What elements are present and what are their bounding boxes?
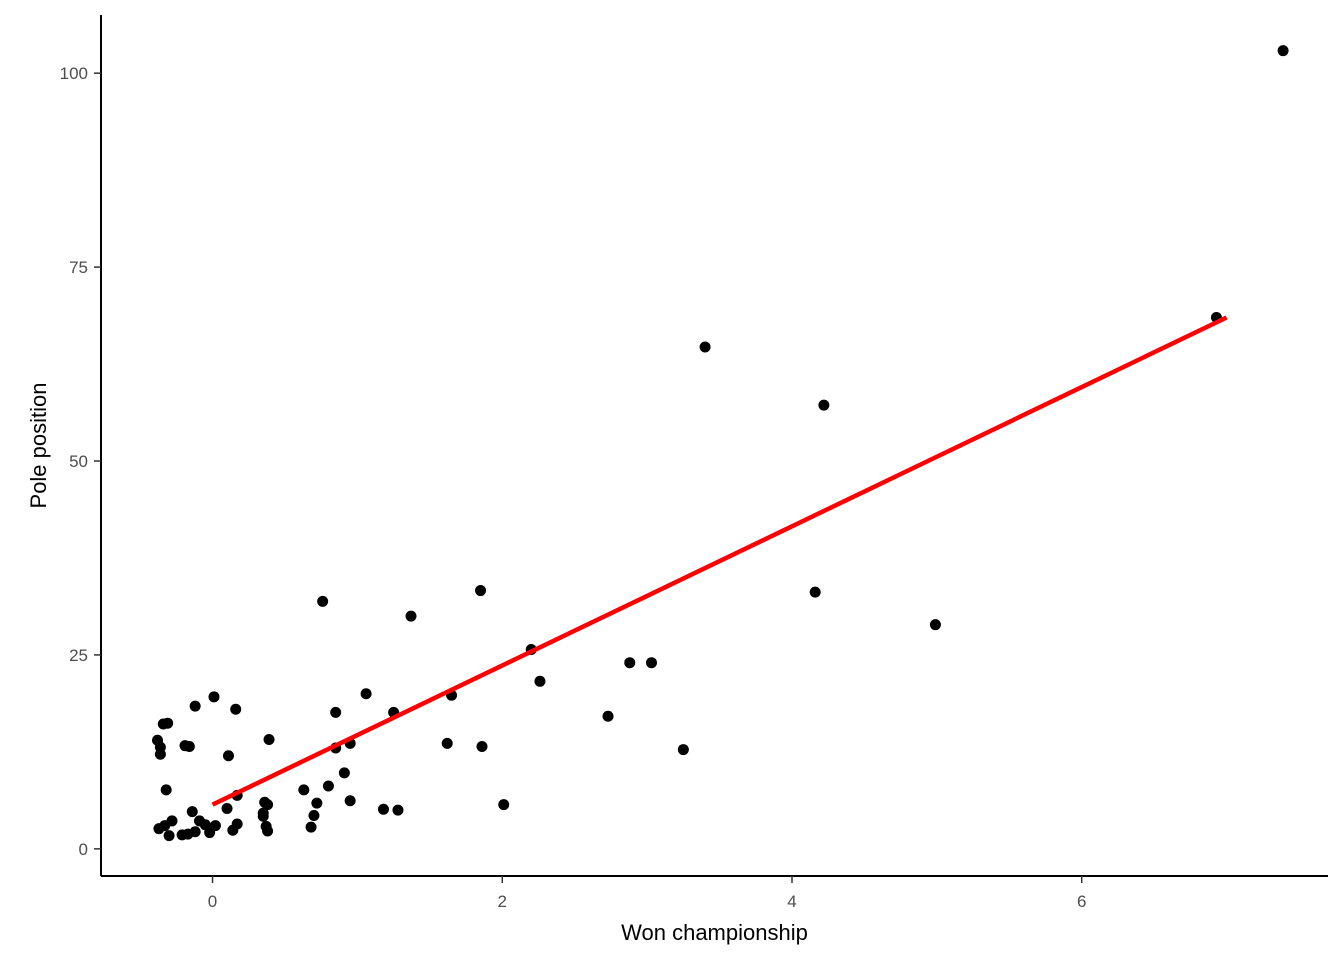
data-point [929,619,941,631]
data-point [262,825,274,837]
data-point [311,797,323,809]
y-tick-label: 75 [69,258,88,277]
chart-marks [151,45,1289,842]
data-point [221,803,233,815]
y-axis-title: Pole position [26,383,51,509]
data-point [183,740,195,752]
data-point [344,795,356,807]
data-point [338,767,350,779]
data-point [475,585,487,597]
data-point [441,737,453,749]
data-point [222,750,234,762]
data-point [534,675,546,687]
fit-line-group [211,315,1228,807]
data-point [699,341,711,353]
data-point [257,810,269,822]
data-point [153,823,165,835]
data-point [298,784,310,796]
data-point [392,804,404,816]
data-point [405,610,417,622]
data-point [163,830,175,842]
data-point [157,718,169,730]
data-point [818,399,830,411]
x-tick-label: 4 [787,892,796,911]
axes-group: 0 2 4 6 0 25 50 75 100 [60,15,1328,911]
data-point [160,784,172,796]
data-point [204,827,216,839]
data-point [262,799,274,811]
data-point [154,748,166,760]
data-point [308,809,320,821]
x-tick-label: 2 [498,892,507,911]
data-point [305,821,317,833]
data-point [330,706,342,718]
data-point [230,703,242,715]
fit-line [211,315,1228,807]
data-point [498,799,510,811]
data-point [360,688,372,700]
x-axis-title: Won championship [621,920,808,945]
y-tick-label: 25 [69,646,88,665]
y-tick-label: 0 [79,840,88,859]
data-point [322,780,334,792]
data-point [317,595,329,607]
x-tick-label: 6 [1077,892,1086,911]
data-point [645,657,657,669]
data-point [624,657,636,669]
data-point [208,691,220,703]
data-point [602,710,614,722]
data-point [377,803,389,815]
data-point [809,586,821,598]
data-point [227,824,239,836]
x-tick-label: 0 [208,892,217,911]
y-tick-label: 100 [60,64,88,83]
data-point [189,700,201,712]
data-point [677,744,689,756]
y-tick-label: 50 [69,452,88,471]
data-point [476,740,488,752]
data-point [263,733,275,745]
data-point [1277,45,1289,57]
data-point [176,829,188,841]
data-point [186,806,198,818]
